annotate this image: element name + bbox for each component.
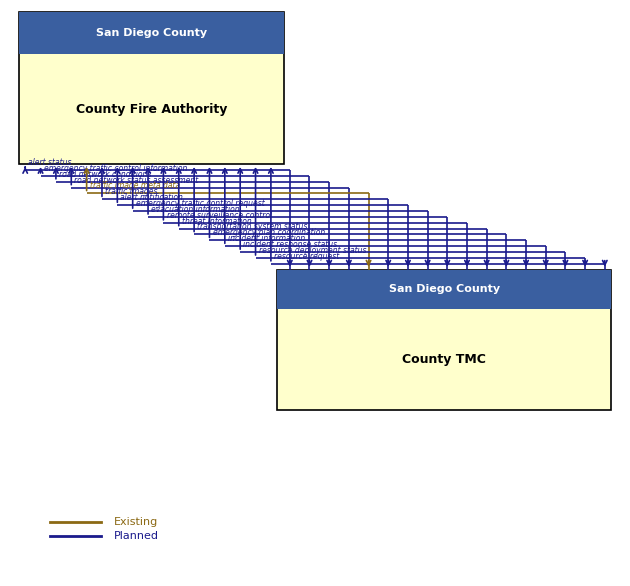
Text: resource request: resource request [274, 252, 340, 261]
Text: road network status assessment: road network status assessment [74, 176, 198, 185]
Text: incident information: incident information [228, 234, 305, 243]
Text: incident response status: incident response status [243, 240, 338, 249]
FancyBboxPatch shape [277, 270, 611, 309]
FancyBboxPatch shape [277, 270, 611, 410]
Text: San Diego County: San Diego County [389, 284, 500, 294]
Text: transportation system status: transportation system status [197, 223, 307, 231]
Text: traffic image meta data: traffic image meta data [89, 182, 180, 190]
Text: remote surveillance control: remote surveillance control [166, 211, 272, 220]
Text: Existing: Existing [113, 516, 158, 527]
Text: County TMC: County TMC [402, 353, 486, 366]
FancyBboxPatch shape [19, 12, 284, 54]
Text: emergency plan coordination: emergency plan coordination [212, 229, 325, 237]
Text: alert status: alert status [28, 158, 72, 167]
Text: threat information: threat information [182, 217, 251, 226]
Text: traffic images: traffic images [105, 188, 158, 196]
Text: emergency traffic control information: emergency traffic control information [43, 164, 187, 173]
Text: County Fire Authority: County Fire Authority [76, 103, 227, 115]
Text: San Diego County: San Diego County [96, 28, 207, 38]
Text: emergency traffic control request: emergency traffic control request [136, 199, 265, 208]
FancyBboxPatch shape [19, 12, 284, 164]
Text: Planned: Planned [113, 531, 158, 541]
Text: resource deployment status: resource deployment status [259, 246, 366, 255]
Text: alert notification: alert notification [120, 193, 183, 202]
Text: evacuation information: evacuation information [151, 205, 240, 214]
Text: road network conditions: road network conditions [59, 170, 151, 179]
